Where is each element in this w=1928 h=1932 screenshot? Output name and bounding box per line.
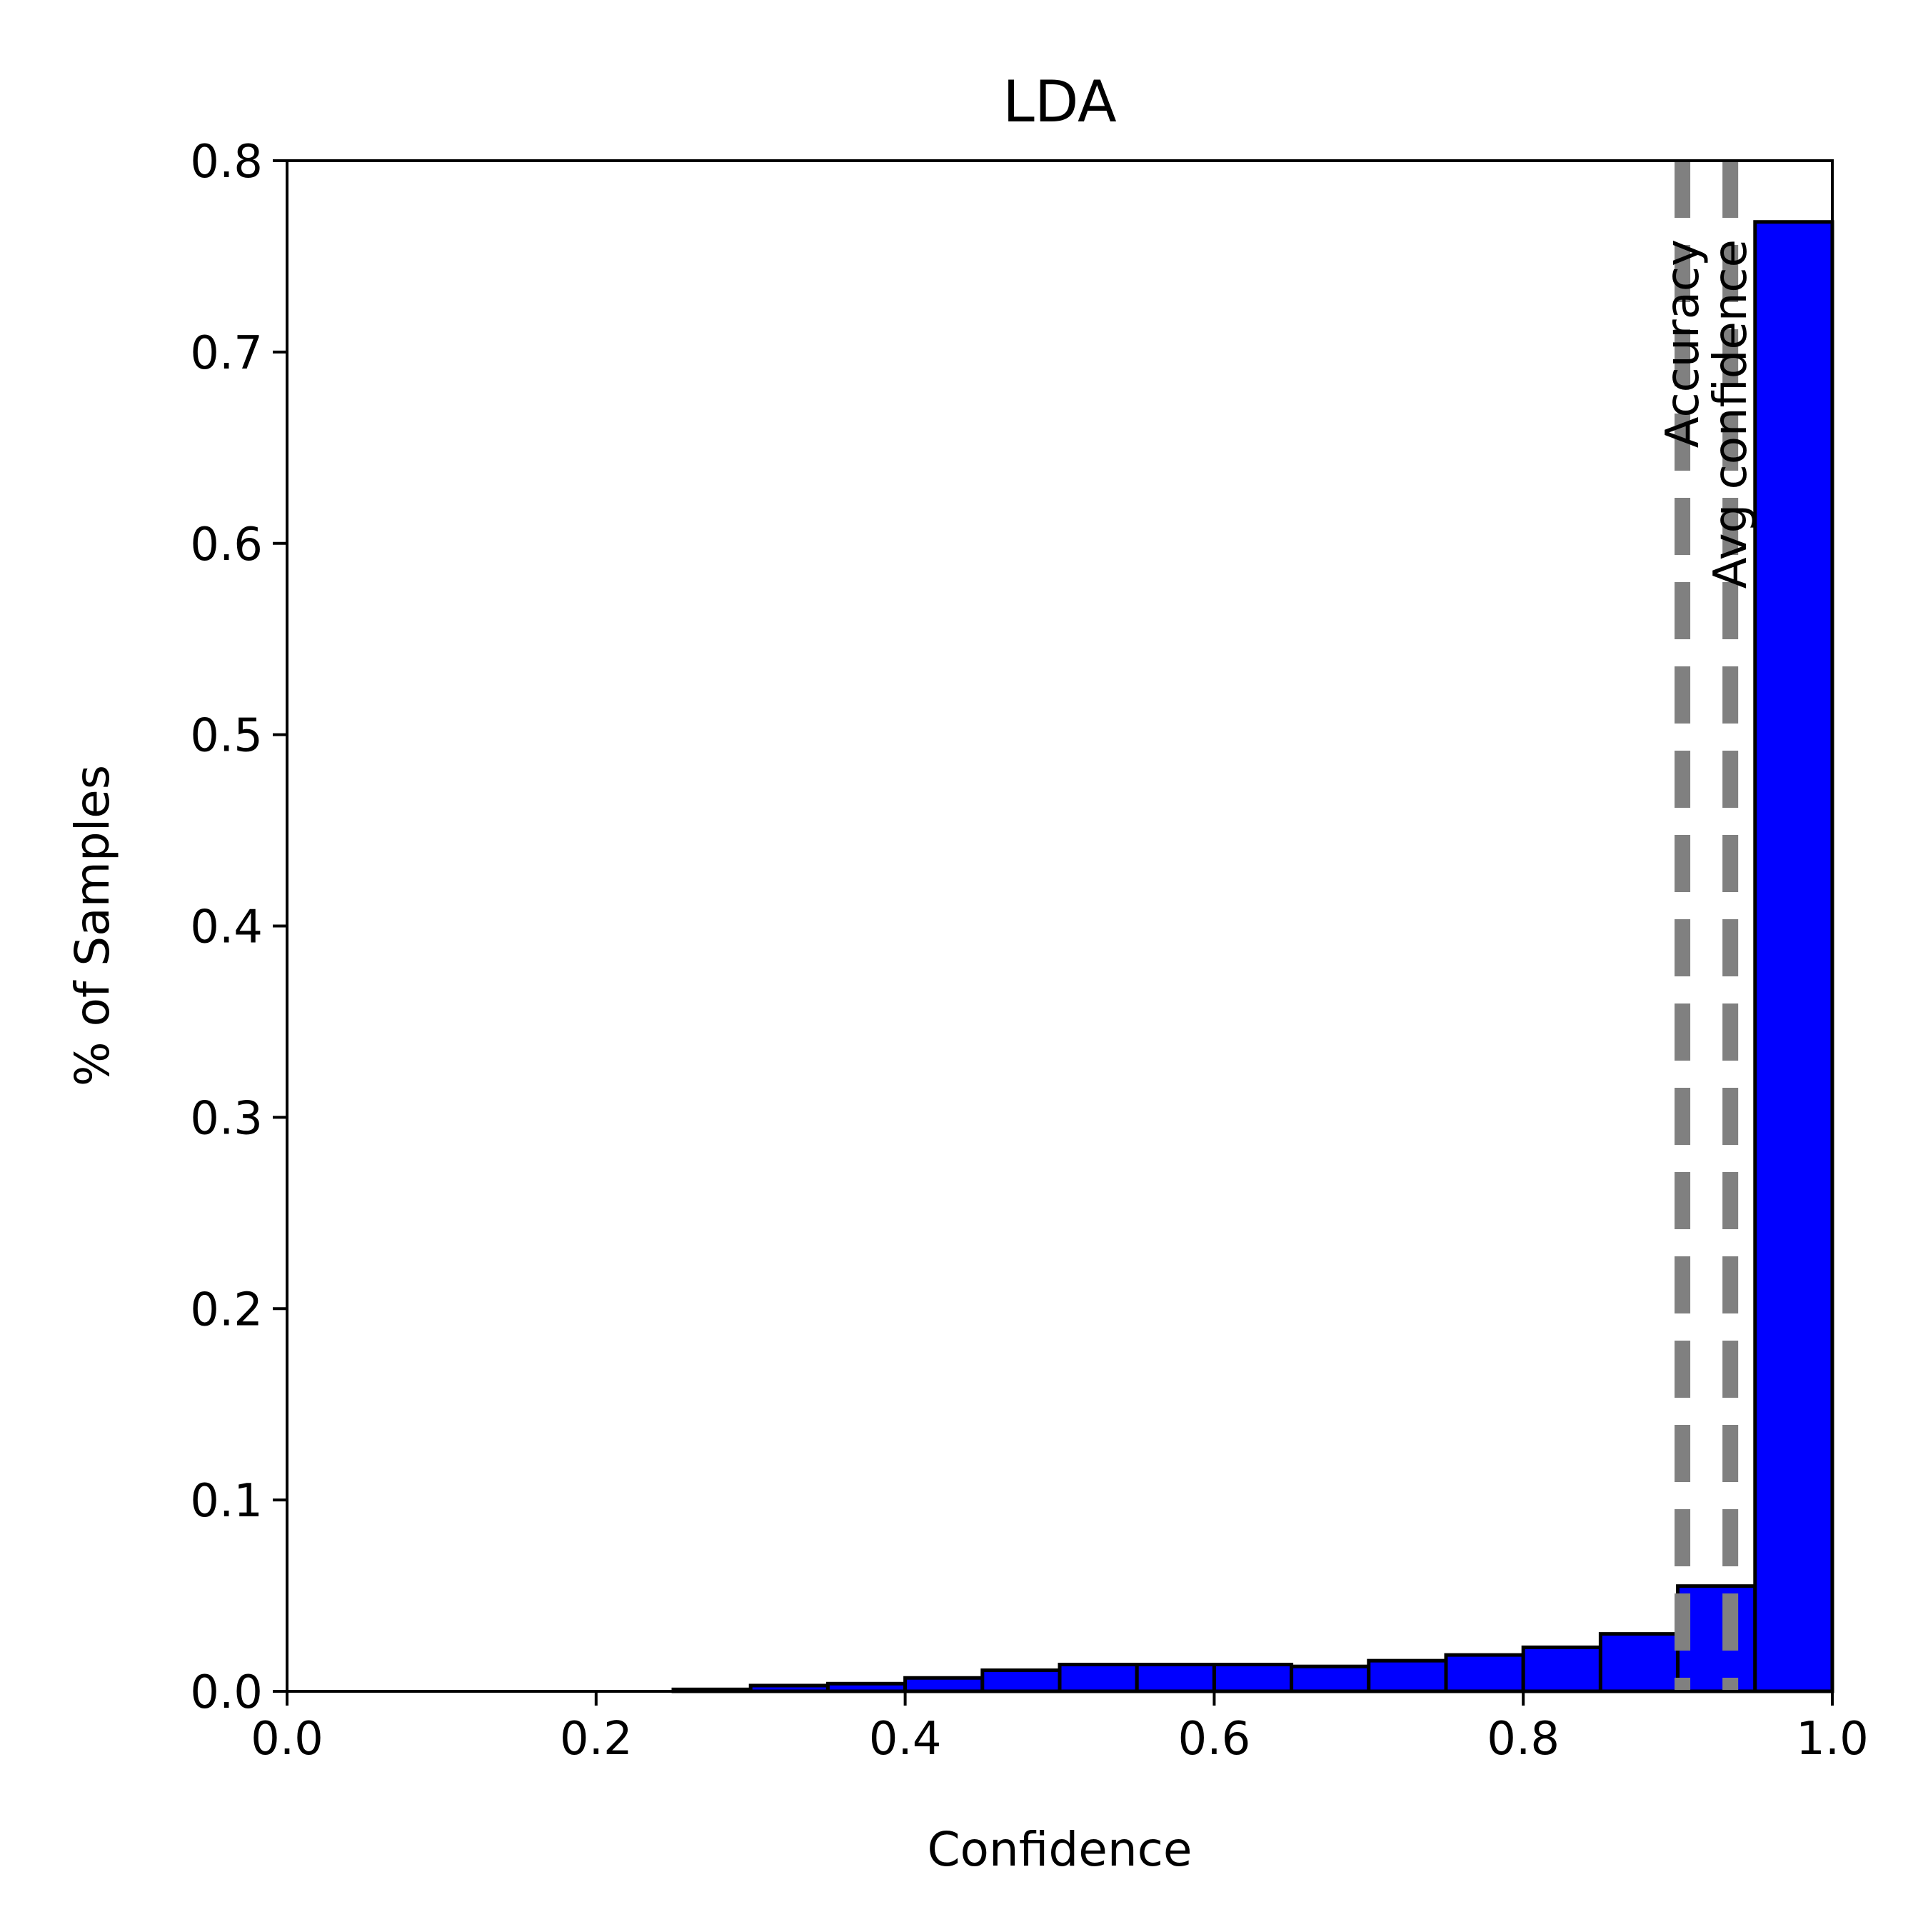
reference-line-label-1: Avg confidence xyxy=(1704,239,1757,589)
histogram-bar-14 xyxy=(1367,1658,1448,1693)
histogram-bar-19 xyxy=(1753,220,1834,1693)
reference-line-label-0: Accuracy xyxy=(1657,239,1709,448)
y-tick-label-4: 0.4 xyxy=(190,901,263,954)
plot-frame xyxy=(286,159,1834,1693)
histogram-bar-15 xyxy=(1444,1653,1525,1693)
chart-title: LDA xyxy=(1003,69,1117,135)
y-tick-label-6: 0.6 xyxy=(190,519,263,571)
histogram-bar-16 xyxy=(1521,1645,1602,1693)
x-tick-label-1: 0.2 xyxy=(560,1713,633,1766)
histogram-bar-9 xyxy=(980,1668,1062,1693)
x-axis-label: Confidence xyxy=(927,1822,1192,1877)
y-tick-label-2: 0.2 xyxy=(190,1283,263,1336)
histogram-bar-10 xyxy=(1058,1662,1139,1693)
bars-layer xyxy=(671,220,1834,1693)
y-tick-label-5: 0.5 xyxy=(190,710,263,763)
x-tick-label-5: 1.0 xyxy=(1796,1713,1869,1766)
histogram-bar-11 xyxy=(1135,1662,1216,1693)
y-tick-label-7: 0.7 xyxy=(190,327,263,380)
x-tick-label-4: 0.8 xyxy=(1487,1713,1560,1766)
histogram-bar-17 xyxy=(1598,1632,1680,1693)
x-tick-label-2: 0.4 xyxy=(869,1713,942,1766)
axes-layer: 0.0 0.2 0.4 0.6 0.8 1.0 0.0 0.1 0.2 0.3 0.4 0.5 0.6 0… xyxy=(190,136,1869,1766)
y-axis-label: % of Samples xyxy=(65,765,120,1086)
y-tick-label-3: 0.3 xyxy=(190,1092,263,1145)
histogram-bar-13 xyxy=(1290,1664,1371,1693)
y-tick-label-1: 0.1 xyxy=(190,1475,263,1528)
histogram-bar-12 xyxy=(1212,1662,1294,1693)
x-tick-label-3: 0.6 xyxy=(1178,1713,1251,1766)
histogram-bar-8 xyxy=(903,1676,985,1693)
x-tick-label-0: 0.0 xyxy=(251,1713,323,1766)
y-tick-label-0: 0.0 xyxy=(190,1666,263,1719)
y-tick-label-8: 0.8 xyxy=(190,136,263,189)
